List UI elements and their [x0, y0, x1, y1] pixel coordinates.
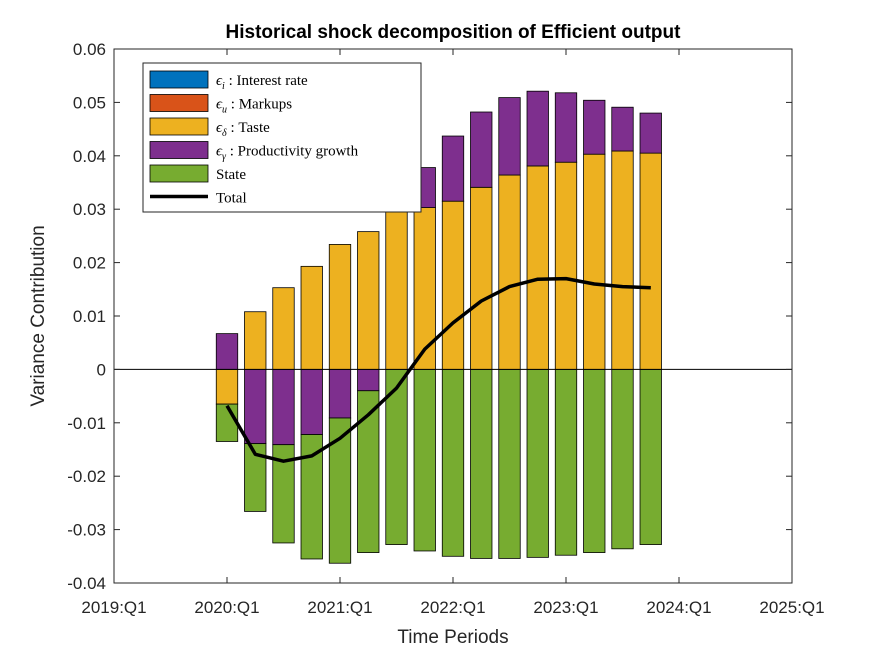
bar-segment-productivity-growth — [583, 99, 606, 155]
bar-segment-taste — [639, 152, 662, 370]
bar-segment-taste — [385, 209, 408, 370]
bar-segment-state — [413, 368, 436, 552]
bar-segment-productivity-growth — [441, 135, 465, 202]
bar-segment-state — [357, 390, 380, 553]
bar-segment-productivity-growth — [244, 368, 267, 445]
chart-title: Historical shock decomposition of Effici… — [226, 22, 682, 43]
legend-label: State — [216, 167, 246, 183]
x-axis-label: Time Periods — [397, 627, 508, 648]
bar-segment-taste — [244, 311, 267, 370]
y-tick-label: -0.01 — [67, 414, 106, 433]
y-tick-label: 0 — [97, 360, 106, 379]
x-tick-label: 2020:Q1 — [194, 598, 259, 617]
bar-segment-productivity-growth — [272, 368, 295, 446]
bar-layer — [215, 90, 662, 564]
bar-segment-productivity-growth — [300, 368, 323, 435]
y-tick-label: 0.06 — [73, 40, 106, 59]
x-tick-label: 2022:Q1 — [420, 598, 485, 617]
x-tick-label: 2019:Q1 — [81, 598, 146, 617]
legend-swatch — [149, 94, 209, 112]
bar-segment-productivity-growth — [470, 111, 493, 188]
bar-segment-taste — [526, 165, 549, 370]
bar-segment-taste — [611, 150, 634, 370]
legend-label: ϵδ : Taste — [216, 120, 270, 139]
bar-segment-taste — [272, 287, 295, 370]
y-tick-label: -0.04 — [67, 574, 106, 593]
y-tick-label: 0.02 — [73, 254, 106, 273]
bar-segment-state — [470, 368, 493, 559]
bar-segment-taste — [215, 368, 239, 405]
legend-label: Total — [216, 191, 247, 207]
y-tick-label: 0.04 — [73, 147, 106, 166]
bar-segment-productivity-growth — [611, 106, 634, 152]
bar-segment-state — [611, 368, 634, 550]
x-tick-label: 2024:Q1 — [646, 598, 711, 617]
axis-ticks: -0.04 -0.03 -0.02 -0.01 0 0.01 0.02 0.03 0.04 0.0… — [67, 40, 824, 617]
y-tick-label: 0.01 — [73, 307, 106, 326]
bar-segment-state — [328, 417, 352, 564]
bar-segment-state — [244, 443, 267, 512]
bar-segment-taste — [300, 265, 323, 370]
bar-segment-taste — [554, 161, 578, 370]
bar-segment-state — [526, 368, 549, 558]
bar-segment-taste — [357, 231, 380, 370]
y-tick-label: 0.05 — [73, 93, 106, 112]
x-tick-label: 2021:Q1 — [307, 598, 372, 617]
x-tick-label: 2025:Q1 — [759, 598, 824, 617]
bar-segment-productivity-growth — [498, 97, 521, 176]
bar-segment-productivity-growth — [554, 92, 578, 163]
legend-label: ϵi : Interest rate — [216, 73, 308, 92]
bar-segment-productivity-growth — [215, 333, 239, 370]
legend-swatch — [149, 164, 209, 183]
y-tick-label: 0.03 — [73, 200, 106, 219]
legend-label: ϵγ : Productivity growth — [216, 144, 359, 163]
y-tick-label: -0.03 — [67, 521, 106, 540]
bar-segment-taste — [328, 244, 352, 370]
legend: ϵi : Interest rate ϵu : Markups ϵδ : Taste… — [142, 62, 422, 213]
legend-label: ϵu : Markups — [216, 97, 292, 116]
bar-segment-taste — [441, 200, 465, 370]
total-line — [225, 276, 651, 463]
legend-swatch — [149, 141, 209, 159]
bar-segment-state — [272, 444, 295, 544]
bar-segment-state — [554, 368, 578, 556]
bar-segment-state — [215, 403, 239, 442]
bar-segment-state — [583, 368, 606, 553]
bar-segment-state — [639, 368, 662, 545]
bar-segment-taste — [498, 174, 521, 370]
y-axis-label: Variance Contribution — [28, 225, 49, 406]
bar-segment-state — [300, 434, 323, 560]
bar-segment-taste — [583, 153, 606, 370]
bar-segment-productivity-growth — [526, 90, 549, 167]
bar-segment-taste — [470, 186, 493, 370]
legend-swatch — [149, 70, 209, 89]
bar-segment-productivity-growth — [328, 368, 352, 419]
bar-segment-productivity-growth — [639, 112, 662, 154]
bar-segment-productivity-growth — [357, 368, 380, 392]
bar-segment-state — [498, 368, 521, 559]
bar-segment-state — [441, 368, 465, 557]
bar-segment-taste — [413, 207, 436, 370]
legend-swatch — [149, 117, 209, 136]
y-tick-label: -0.02 — [67, 467, 106, 486]
x-tick-label: 2023:Q1 — [533, 598, 598, 617]
